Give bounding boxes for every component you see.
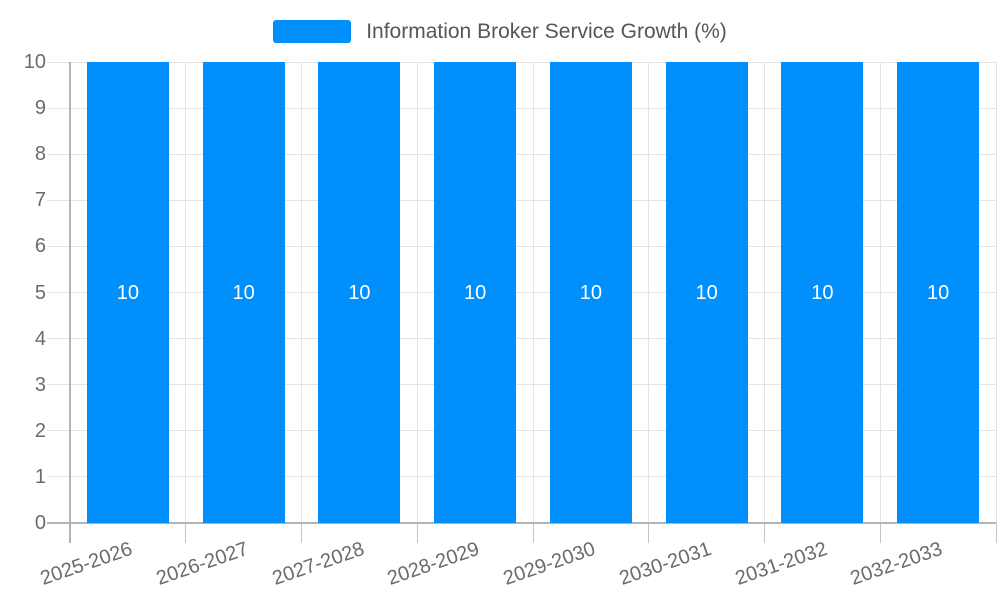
x-axis-tick (995, 523, 997, 543)
bar-value-label: 10 (464, 281, 487, 304)
bar[interactable] (318, 62, 401, 523)
x-gridline (648, 62, 650, 523)
y-axis-tick (47, 476, 70, 478)
x-axis-label: 2026-2027 (153, 537, 252, 590)
y-axis-label: 0 (34, 512, 46, 534)
y-axis-label: 8 (34, 143, 46, 166)
y-axis-label: 5 (34, 281, 46, 304)
bar[interactable] (434, 62, 517, 523)
legend[interactable]: Information Broker Service Growth (%) (0, 18, 1000, 45)
x-axis-label: 2032-2033 (848, 537, 946, 590)
bar-value-label: 10 (927, 281, 950, 304)
bar-value-label: 10 (579, 281, 602, 304)
x-axis-label: 2030-2031 (616, 537, 715, 590)
x-baseline (47, 522, 996, 524)
y-axis-label: 9 (34, 97, 46, 120)
y-axis-label: 7 (34, 189, 46, 212)
y-axis-tick (47, 245, 70, 247)
y-axis-tick (47, 107, 70, 109)
x-axis-tick (416, 523, 418, 543)
bar-value-label: 10 (116, 281, 139, 304)
bar[interactable] (665, 62, 748, 523)
y-axis-tick (47, 430, 70, 432)
y-axis-tick (47, 61, 70, 63)
bar-value-label: 10 (695, 281, 718, 304)
x-axis-tick (532, 523, 534, 543)
y-axis-tick (47, 338, 70, 340)
x-axis-tick (764, 523, 765, 543)
x-axis-label: 2027-2028 (269, 537, 367, 590)
bar[interactable] (781, 62, 864, 523)
y-axis-tick (47, 384, 70, 386)
x-axis-tick (879, 523, 881, 543)
y-axis-tick (47, 199, 70, 201)
legend-swatch-icon (273, 20, 352, 43)
bar[interactable] (549, 62, 632, 523)
x-gridline (764, 62, 765, 523)
y-axis-label: 3 (34, 373, 46, 396)
x-axis-label: 2028-2029 (385, 537, 483, 590)
y-axis-label: 4 (34, 327, 46, 350)
bar[interactable] (86, 62, 169, 523)
x-gridline (879, 62, 881, 523)
x-gridline (532, 62, 534, 523)
y-axis-line (69, 62, 71, 543)
bar-value-label: 10 (348, 281, 371, 304)
x-axis-tick (648, 523, 650, 543)
y-axis-label: 2 (34, 419, 46, 442)
legend-label: Information Broker Service Growth (%) (366, 20, 727, 43)
x-axis-tick (301, 523, 302, 543)
y-axis-label: 10 (23, 51, 46, 73)
x-gridline (301, 62, 302, 523)
y-axis-label: 6 (34, 235, 46, 258)
bar[interactable] (897, 62, 980, 523)
x-gridline (995, 62, 997, 523)
y-axis-tick (47, 153, 70, 155)
x-axis-label: 2029-2030 (500, 537, 599, 590)
y-axis-label: 1 (34, 465, 46, 488)
bar-value-label: 10 (811, 281, 834, 304)
x-axis-tick (185, 523, 187, 543)
x-gridline (416, 62, 418, 523)
x-gridline (185, 62, 187, 523)
y-axis-tick (47, 292, 70, 293)
bar-value-label: 10 (232, 281, 255, 304)
x-axis-label: 2025-2026 (37, 537, 136, 590)
x-axis-label: 2031-2032 (732, 537, 830, 590)
bar[interactable] (202, 62, 285, 523)
